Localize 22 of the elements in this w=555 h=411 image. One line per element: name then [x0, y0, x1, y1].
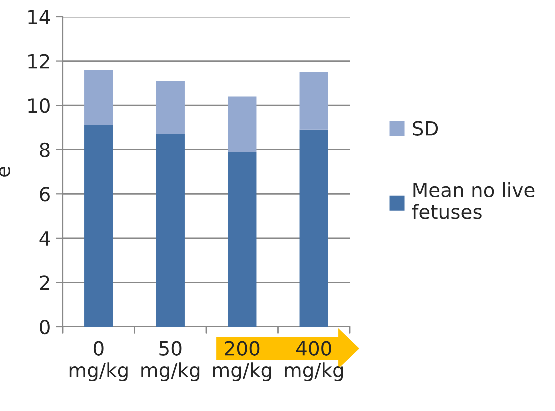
bar [228, 96, 257, 152]
y-tick-label: 12 [28, 54, 50, 69]
bar [156, 134, 185, 327]
bar [84, 70, 114, 126]
x-tick-label: 50 mg/kg [142, 341, 200, 382]
y-tick-label: 14 [28, 10, 50, 24]
x-tick-label: 200 mg/kg [213, 341, 272, 382]
x-tick-label: 400 mg/kg [285, 341, 344, 382]
bar [156, 81, 185, 134]
bar [300, 130, 328, 327]
y-tick-label: 0 [40, 320, 50, 335]
y-tick-label: 4 [40, 232, 50, 246]
y-tick-label: 6 [40, 187, 50, 202]
y-tick-label: 8 [40, 142, 50, 158]
bar [228, 152, 257, 327]
bar [300, 72, 328, 130]
x-tick-label: 0 mg/kg [70, 341, 128, 382]
y-tick-label: 2 [40, 276, 50, 290]
y-tick-label: 10 [28, 98, 50, 114]
legend-label: SD [413, 121, 438, 136]
bar [84, 126, 114, 327]
legend-label: Mean no live fetuses [412, 182, 535, 220]
